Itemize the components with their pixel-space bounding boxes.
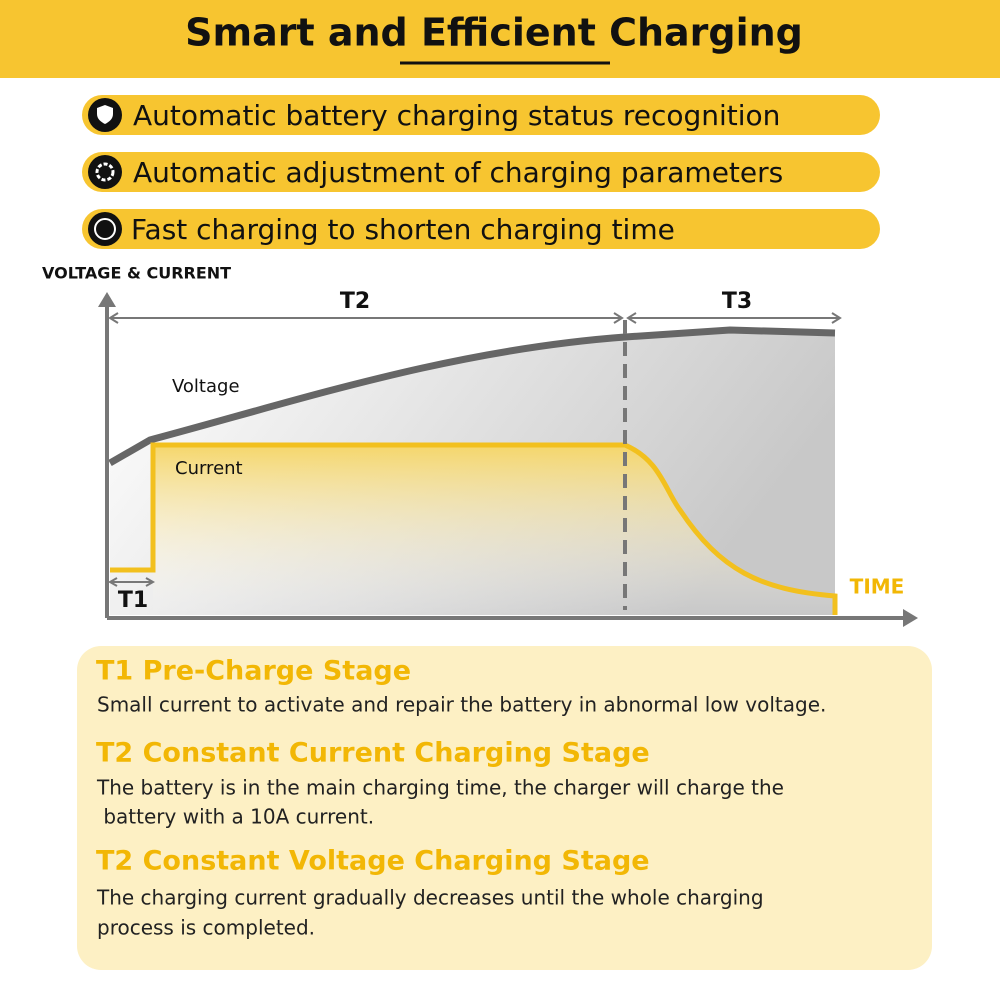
stage-label: T1	[118, 588, 148, 613]
stage-text: process is completed.	[97, 916, 315, 940]
charging-diagram: VOLTAGE & CURRENT T1 T2 T3 Voltage Curre…	[42, 264, 918, 627]
voltage-curve	[108, 326, 836, 467]
curve-label: Voltage	[172, 376, 240, 397]
shield-icon	[97, 105, 113, 124]
feature-pill	[82, 152, 880, 192]
feature-icon	[88, 212, 122, 246]
curve-label: Current	[175, 458, 243, 479]
stage-label: T2	[340, 289, 370, 314]
description-box	[77, 646, 932, 970]
x-axis-label: TIME	[850, 575, 905, 599]
x-axis-arrow	[903, 609, 918, 627]
feature-text: Automatic adjustment of charging paramet…	[133, 156, 783, 189]
stage-title: T1 Pre-Charge Stage	[96, 656, 411, 687]
header-band	[0, 0, 1000, 78]
stage-descriptions: T1 Pre-Charge Stage Small current to act…	[77, 646, 932, 970]
current-curve	[110, 442, 838, 615]
title: Smart and Efficient Charging	[185, 11, 803, 55]
y-axis-arrow	[98, 292, 116, 307]
feature-text: Automatic battery charging status recogn…	[133, 99, 780, 132]
feature-list: Automatic battery charging status recogn…	[82, 95, 880, 249]
stage-label: T3	[722, 289, 752, 314]
feature-pill	[82, 95, 880, 135]
feature-icon	[88, 155, 122, 189]
stage-text: battery with a 10A current.	[97, 805, 374, 829]
stage-text: The charging current gradually decreases…	[96, 886, 764, 910]
y-axis-label: VOLTAGE & CURRENT	[42, 264, 231, 283]
plug-icon	[94, 218, 116, 240]
feature-text: Fast charging to shorten charging time	[131, 213, 675, 246]
stage-title: T2 Constant Current Charging Stage	[96, 738, 650, 769]
feature-pill	[82, 209, 880, 249]
gear-icon	[95, 162, 115, 182]
stage-title: T2 Constant Voltage Charging Stage	[96, 846, 650, 877]
stage-text: The battery is in the main charging time…	[96, 776, 784, 800]
stage-text: Small current to activate and repair the…	[97, 693, 826, 717]
stage-arrows	[107, 312, 842, 587]
